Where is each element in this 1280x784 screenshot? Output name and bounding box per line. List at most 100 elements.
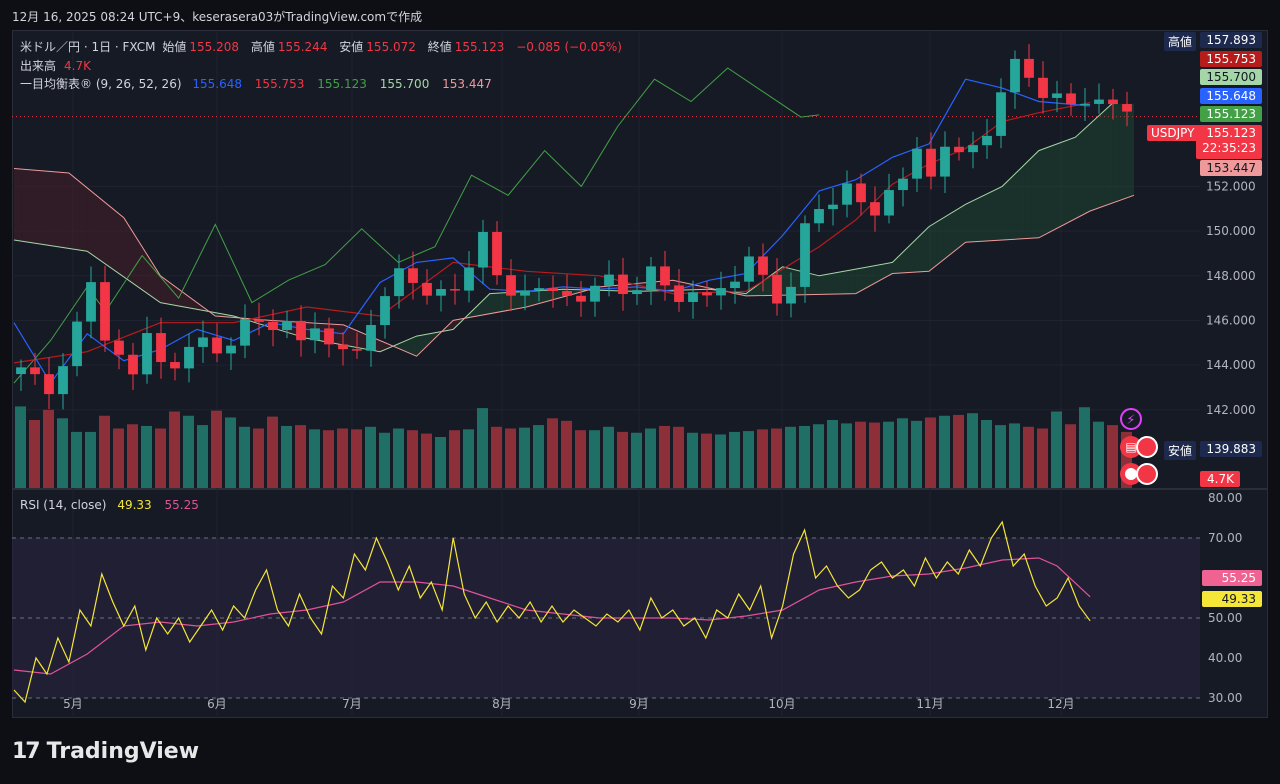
volume-bar [841, 423, 852, 488]
candle-body [828, 204, 838, 210]
brand-logo[interactable]: 17 TradingView [12, 739, 199, 764]
bar-countdown: 22:35:23 [1202, 141, 1256, 155]
rsi-ma-line [13, 557, 1091, 675]
low-value: 155.072 [366, 40, 416, 54]
symbol-title[interactable]: 米ドル／円 · 1日 · FXCM [20, 40, 156, 54]
rsi-tick-label: 70.00 [1208, 531, 1242, 545]
kumo-cloud-segment [504, 292, 512, 312]
lightning-icon[interactable]: ⚡ [1120, 408, 1142, 430]
rsi-label: RSI (14, close) [20, 498, 107, 512]
kumo-cloud-segment [1053, 142, 1061, 231]
kumo-cloud-segment [57, 172, 66, 248]
volume-legend[interactable]: 出来高 4.7K [20, 57, 94, 74]
volume-bar [29, 420, 40, 488]
volume-bar [659, 425, 670, 488]
low-marker-label: 安値 [1164, 441, 1197, 460]
time-tick-label: 6月 [207, 697, 227, 711]
senkou-span-a-line [13, 103, 1113, 353]
kumo-cloud-segment [109, 205, 117, 272]
kumo-cloud-segment [14, 168, 22, 242]
candle-body [604, 274, 614, 286]
kumo-cloud-segment [482, 293, 490, 316]
kumo-cloud-segment [987, 189, 995, 241]
volume-bar [603, 426, 614, 488]
candle-body [744, 256, 754, 282]
kumo-cloud-segment [175, 286, 183, 307]
kumo-cloud-segment [907, 240, 915, 273]
volume-bar [239, 426, 250, 488]
kumo-cloud-segment [394, 342, 402, 350]
candle-body [254, 319, 264, 322]
volume-value: 4.7K [64, 59, 91, 73]
rsi-value: 49.33 [117, 498, 152, 512]
time-tick-label: 7月 [342, 697, 362, 711]
volume-bar [631, 432, 642, 488]
candle-body [800, 223, 810, 287]
kumo-cloud-segment [870, 265, 878, 286]
kumo-cloud-segment [401, 339, 410, 354]
kumo-cloud-segment [1068, 137, 1076, 223]
kumo-cloud-segment [28, 169, 36, 244]
volume-bar [1051, 411, 1062, 488]
symbol-tag[interactable]: USDJPY [1147, 125, 1199, 141]
price-tick-label: 144.000 [1206, 358, 1256, 372]
volume-bar [995, 425, 1006, 488]
kumo-cloud-segment [35, 170, 44, 245]
rsi-tick-label: 40.00 [1208, 651, 1242, 665]
rsi-legend[interactable]: RSI (14, close) 49.33 55.25 [20, 498, 202, 512]
candle-body [786, 286, 796, 304]
candle-body [436, 289, 446, 296]
senkou-b-value: 153.447 [442, 77, 492, 91]
candle-body [968, 145, 978, 153]
rsi-ma-value: 55.25 [164, 498, 199, 512]
kumo-cloud-segment [1031, 150, 1039, 239]
candle-body [184, 346, 194, 369]
kumo-cloud-segment [994, 186, 1003, 241]
kumo-cloud-segment [833, 271, 842, 295]
candle-body [156, 333, 166, 363]
candle-body [338, 344, 348, 350]
volume-bar [575, 430, 586, 488]
tenkan-tag: 155.648 [1200, 88, 1262, 104]
volume-bar [211, 410, 222, 488]
volume-bar [1079, 407, 1090, 488]
volume-bar [1121, 431, 1132, 488]
kumo-cloud-segment [1009, 172, 1017, 240]
high-marker-label: 高値 [1164, 32, 1197, 51]
kumo-cloud-segment [548, 289, 556, 302]
event-marker-icon-2[interactable] [1136, 463, 1158, 485]
last-price-tag: 155.123 22:35:23 [1196, 125, 1262, 159]
volume-bar [57, 418, 68, 488]
kumo-cloud-segment [43, 170, 51, 246]
volume-bar [1093, 421, 1104, 488]
ichimoku-legend[interactable]: 一目均衡表® (9, 26, 52, 26) 155.648 155.753 1… [20, 75, 495, 92]
event-marker-icon[interactable] [1136, 436, 1158, 458]
kumo-cloud-segment [1104, 103, 1113, 206]
volume-bar [281, 425, 292, 488]
volume-bar [477, 408, 488, 488]
candle-body [198, 337, 208, 347]
volume-bar [379, 432, 390, 488]
change-value: −0.085 (−0.05%) [516, 40, 622, 54]
kumo-cloud-segment [116, 211, 124, 277]
volume-bar [855, 421, 866, 488]
kumo-cloud-segment [950, 208, 959, 254]
candle-body [548, 288, 558, 292]
ohlc-legend: 米ドル／円 · 1日 · FXCM 始値 155.208 高値 155.244 安値… [20, 38, 625, 55]
kumo-cloud-segment [453, 319, 461, 330]
candle-body [296, 320, 306, 341]
candle-body [1052, 93, 1062, 98]
volume-bar [589, 430, 600, 488]
candle-body [954, 146, 964, 153]
volume-tag: 4.7K [1200, 471, 1240, 487]
kumo-cloud-segment [555, 289, 564, 299]
candle-body [212, 337, 222, 354]
price-tick-label: 142.000 [1206, 403, 1256, 417]
kumo-cloud-segment [848, 269, 856, 294]
candle-body [674, 285, 684, 302]
candle-body [702, 292, 712, 296]
candle-body [324, 328, 334, 345]
chikou-value: 155.123 [317, 77, 367, 91]
volume-bar [141, 425, 152, 488]
